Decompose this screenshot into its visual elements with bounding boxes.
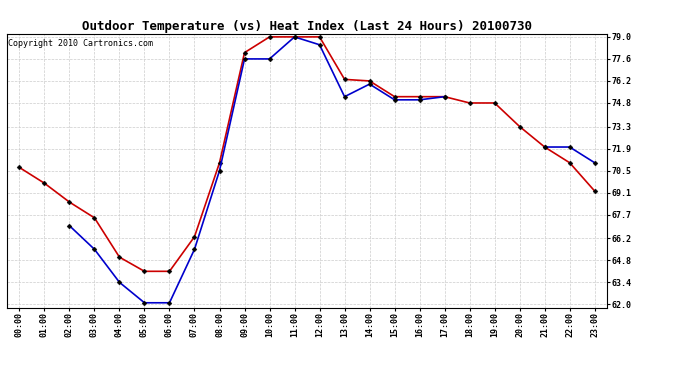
Text: Copyright 2010 Cartronics.com: Copyright 2010 Cartronics.com bbox=[8, 39, 153, 48]
Title: Outdoor Temperature (vs) Heat Index (Last 24 Hours) 20100730: Outdoor Temperature (vs) Heat Index (Las… bbox=[82, 20, 532, 33]
